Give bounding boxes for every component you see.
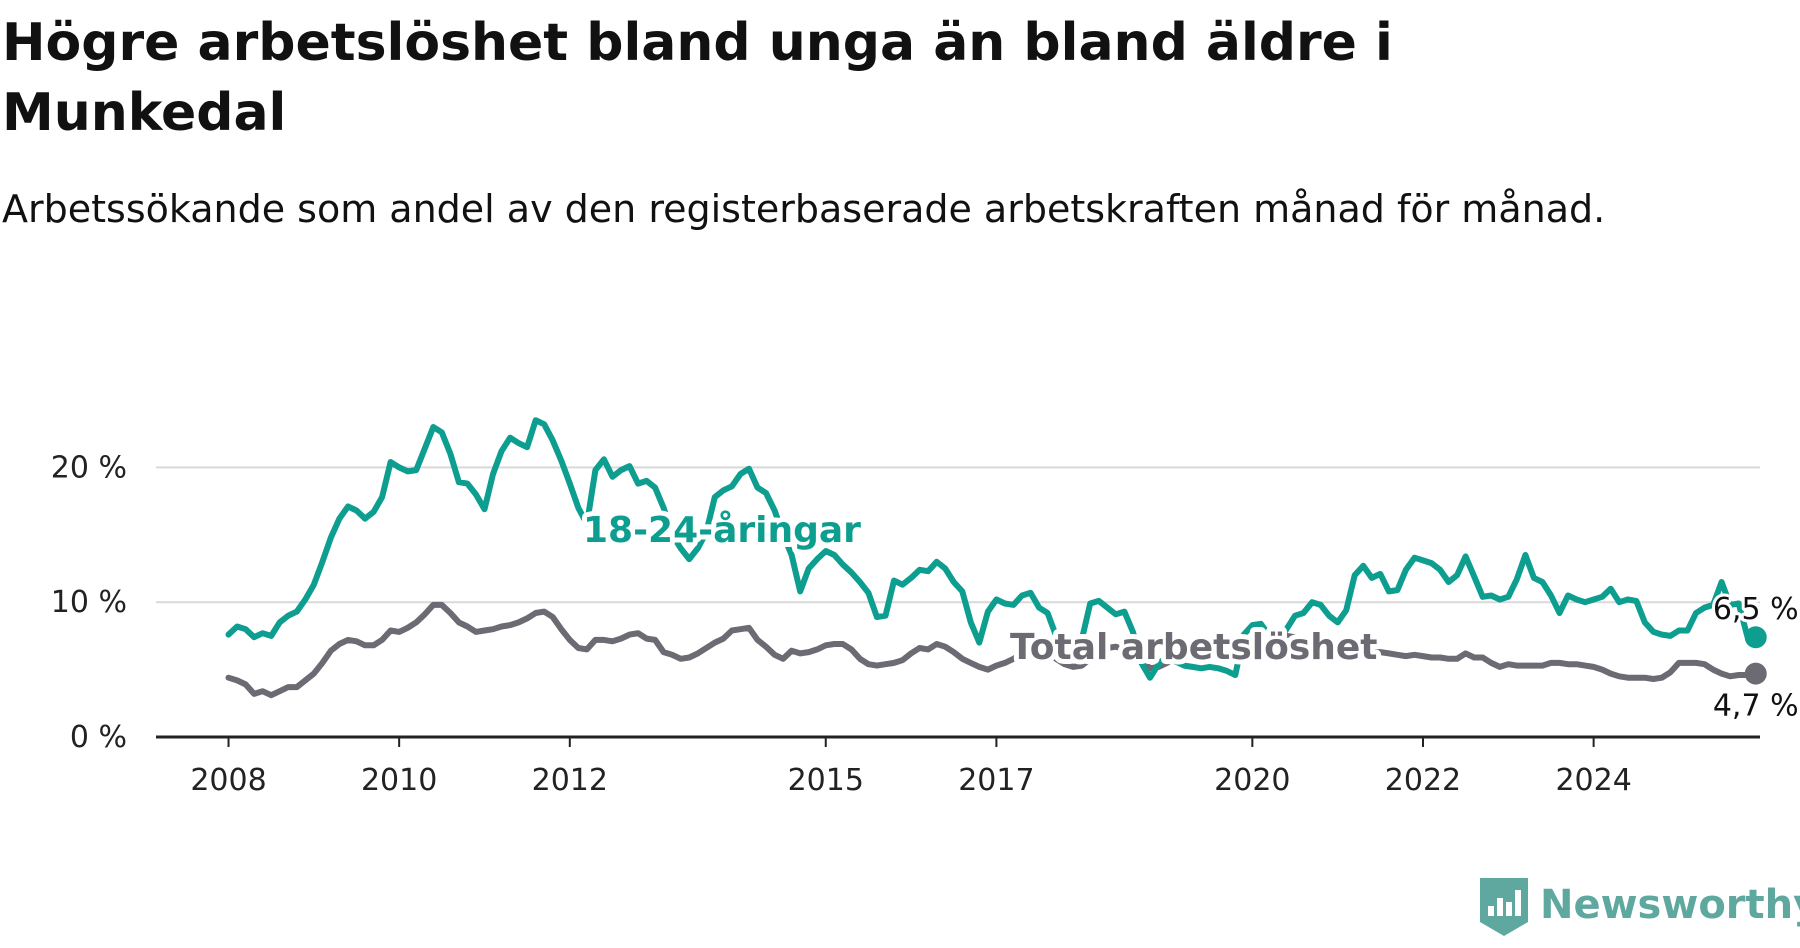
- gridlines: [156, 466, 1760, 604]
- x-tick-label: 2024: [1555, 763, 1631, 798]
- x-tick-label: 2010: [361, 763, 437, 798]
- end-value-label-youth: 6,5 %: [1713, 592, 1799, 627]
- series-label-total: Total arbetslöshet: [1010, 627, 1378, 668]
- x-tick-label: 2015: [788, 763, 864, 798]
- logo-bar-2: [1497, 898, 1503, 916]
- logo-bar-3: [1506, 902, 1512, 916]
- x-tick-label: 2022: [1385, 763, 1461, 798]
- logo-bar-4: [1515, 890, 1521, 916]
- brand-name: Newsworthy: [1540, 882, 1800, 928]
- chart-title: Högre arbetslöshet bland unga än bland ä…: [2, 13, 1393, 143]
- x-tick-label: 2017: [958, 763, 1034, 798]
- y-tick-label: 20 %: [51, 450, 127, 485]
- series-lines: [225, 417, 1767, 699]
- series-line-total: [225, 601, 1759, 699]
- logo-bar-1: [1488, 906, 1494, 916]
- y-axis-labels: 0 % 10 % 20 %: [51, 450, 127, 755]
- end-value-label-total: 4,7 %: [1713, 689, 1799, 724]
- newsworthy-bar-chart-icon: [1480, 878, 1528, 936]
- series-labels: 18-24-åringar Total arbetslöshet 6,5 % 4,7 …: [578, 505, 1800, 727]
- chart-subtitle: Arbetssökande som andel av den registerb…: [2, 187, 1606, 231]
- end-point-youth: [1744, 626, 1767, 649]
- series-line-youth: [225, 417, 1759, 681]
- series-label-youth: 18-24-åringar: [583, 510, 861, 551]
- x-tick-label: 2008: [190, 763, 266, 798]
- y-tick-label: 10 %: [51, 585, 127, 620]
- x-tick-label: 2020: [1214, 763, 1290, 798]
- y-tick-label: 0 %: [70, 720, 127, 755]
- newsworthy-logo: Newsworthy: [1480, 858, 1800, 948]
- end-point-total: [1744, 662, 1767, 685]
- x-axis: 2008 2010 2012 2015 2017 2020 2022 2024: [156, 735, 1760, 798]
- x-tick-label: 2012: [532, 763, 608, 798]
